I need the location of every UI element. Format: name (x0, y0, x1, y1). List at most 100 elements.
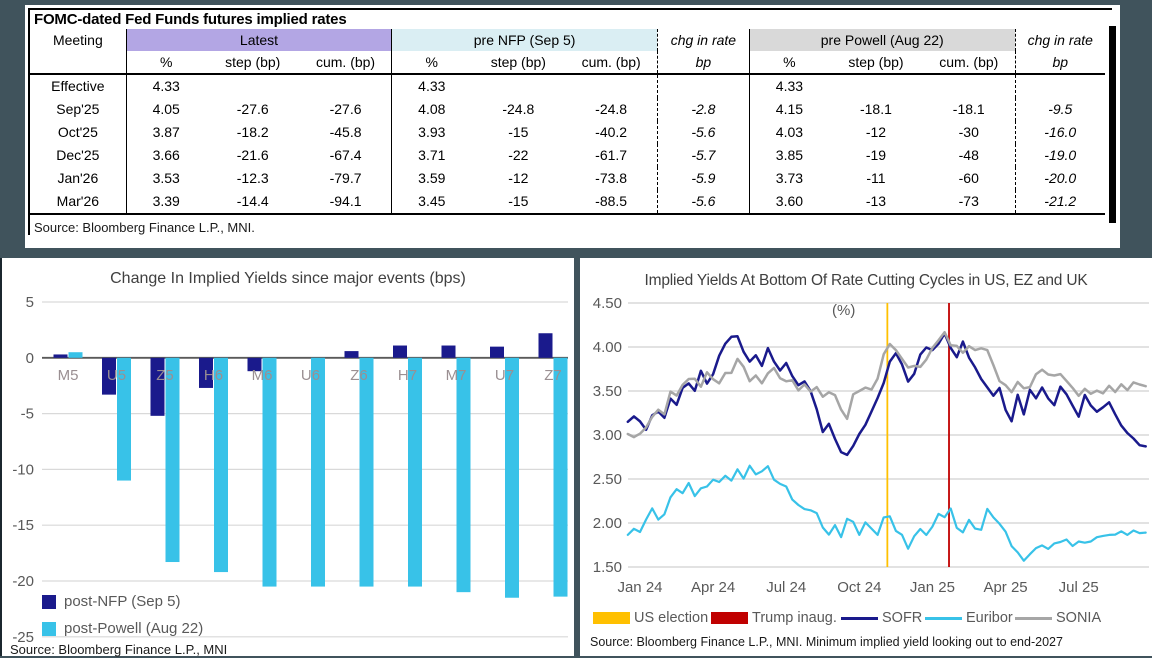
table-cell: -27.6 (236, 101, 269, 117)
bar-post-Powell (Aug 22) (553, 357, 568, 597)
bar-post-NFP (Sep 5) (490, 346, 504, 358)
table-cell: -2.8 (656, 98, 750, 121)
table-cell: 3.93 (391, 121, 472, 144)
latest-cum-header: cum. (bp) (299, 51, 392, 75)
table-cell (471, 74, 565, 98)
x-tick-label: Apr 25 (983, 579, 1027, 596)
table-cell: Effective (51, 78, 105, 94)
x-tick-label: Apr 24 (691, 579, 735, 596)
fomc-table-panel: FOMC-dated Fed Funds futures implied rat… (25, 5, 1120, 248)
legend-item-post-nfp: post-NFP (Sep 5) (42, 588, 203, 615)
table-cell (1014, 74, 1105, 98)
y-tick-label: 2.50 (593, 471, 622, 488)
y-tick-label: 4.00 (593, 339, 622, 356)
trump-inaug-swatch-icon (711, 612, 748, 624)
x-category-label: H6 (204, 367, 223, 384)
y-tick-label: 0 (26, 350, 34, 367)
table-row: Jan'26 3.53 -12.3 -79.7 3.59 -12 -73.8 -5.9 3.73… (30, 167, 1105, 190)
post-nfp-swatch-icon (42, 594, 56, 609)
latest-group-header: Latest (125, 29, 392, 51)
series-SONIA (626, 330, 1147, 439)
bar-post-NFP (Sep 5) (247, 357, 262, 372)
post-powell-swatch-icon (42, 621, 56, 636)
line-chart-title: Implied Yields At Bottom Of Rate Cutting… (644, 272, 1088, 289)
y-tick-label: -10 (12, 461, 34, 478)
x-category-label: Z6 (350, 367, 368, 384)
bar-chart-legend: post-NFP (Sep 5) post-Powell (Aug 22) (42, 588, 203, 642)
us-election-label: US election (634, 610, 709, 626)
x-category-label: Z5 (156, 367, 174, 384)
series-Euribor (626, 464, 1147, 562)
table-cell: Dec'25 (56, 147, 100, 163)
line-chart-panel: 4.50 4.00 3.50 3.00 2.50 2.00 1.50 Jan 24 Apr 24… (580, 258, 1152, 656)
table-cell: -22 (508, 147, 529, 163)
table-cell: -16.0 (1014, 121, 1105, 144)
table-cell: -5.7 (656, 144, 750, 167)
x-category-label: M7 (446, 367, 467, 384)
y-tick-label: 1.50 (593, 559, 622, 576)
x-category-label: M5 (58, 367, 79, 384)
nfp-pct-header: % (391, 51, 472, 75)
table-title: FOMC-dated Fed Funds futures implied rat… (34, 11, 347, 28)
table-cell: -30 (958, 124, 979, 140)
us-election-swatch-icon (593, 612, 630, 624)
sonia-line-swatch-icon (1015, 616, 1052, 620)
fomc-table-box: FOMC-dated Fed Funds futures implied rat… (28, 8, 1112, 235)
table-cell: -24.8 (595, 101, 628, 117)
table-cell: -5.6 (656, 121, 750, 144)
chg-nfp-bp-header: bp (656, 51, 750, 75)
x-tick-label: Jan 24 (617, 579, 662, 596)
bar-post-Powell (Aug 22) (117, 357, 131, 481)
table-cell: -24.8 (502, 101, 535, 117)
line-chart-legend: US election Trump inaug. SOFR Euribor SO… (580, 609, 1152, 629)
bar-post-Powell (Aug 22) (262, 357, 277, 587)
table-cell: 3.66 (125, 144, 206, 167)
bar-post-Powell (Aug 22) (456, 357, 471, 593)
table-cell: -5.9 (656, 167, 750, 190)
y-tick-label: 3.00 (593, 427, 622, 444)
table-cell: 4.03 (748, 121, 829, 144)
table-cell: 3.73 (748, 167, 829, 190)
table-cell: -27.6 (329, 101, 362, 117)
chg-powell-bp-header: bp (1014, 51, 1105, 75)
table-cell: Sep'25 (56, 101, 100, 117)
line-chart: 4.50 4.00 3.50 3.00 2.50 2.00 1.50 Jan 24 Apr 24… (593, 295, 1149, 596)
group-header-row: Meeting Latest pre NFP (Sep 5) chg in ra… (30, 29, 1105, 51)
pre-nfp-group-header: pre NFP (Sep 5) (391, 29, 658, 51)
bar-chart: 5 0 -5 -10 -15 -20 -25 M5 U5 Z5 H6 M6 U6 Z6 H7 M7 U7 Z7 (12, 294, 568, 646)
table-cell: 4.08 (391, 98, 472, 121)
table-cell: 3.53 (125, 167, 206, 190)
y-tick-label: 3.50 (593, 383, 622, 400)
table-cell: 4.33 (391, 74, 472, 98)
pre-powell-group-header: pre Powell (Aug 22) (748, 29, 1016, 51)
sofr-label: SOFR (882, 610, 923, 626)
table-cell (300, 74, 392, 98)
y-tick-label: -5 (21, 406, 34, 423)
table-cell: 4.33 (748, 74, 829, 98)
y-tick-label: 5 (26, 294, 34, 311)
table-cell: Oct'25 (57, 124, 98, 140)
table-cell: 3.59 (391, 167, 472, 190)
table-cell: -11 (866, 170, 886, 186)
table-cell: -18.2 (236, 124, 269, 140)
y-tick-label: -15 (12, 517, 34, 534)
euribor-line-swatch-icon (925, 616, 962, 620)
sofr-line-swatch-icon (841, 616, 878, 620)
table-cell (206, 74, 300, 98)
bar-post-Powell (Aug 22) (505, 357, 519, 598)
table-cell: -73.8 (595, 170, 628, 186)
table-cell: 4.15 (748, 98, 829, 121)
table-row: Oct'25 3.87 -18.2 -45.8 3.93 -15 -40.2 -5.6 4.03… (30, 121, 1105, 144)
table-cell (829, 74, 923, 98)
table-cell (656, 74, 750, 98)
legend-item-sofr: SOFR (841, 609, 922, 627)
table-cell: 3.87 (125, 121, 206, 144)
table-cell: -79.7 (329, 170, 362, 186)
table-source: Source: Bloomberg Finance L.P., MNI. (34, 220, 255, 235)
bar-post-Powell (Aug 22) (214, 357, 228, 573)
bar-post-NFP (Sep 5) (150, 357, 165, 416)
x-category-label: U7 (495, 367, 514, 384)
sub-header-row: % step (bp) cum. (bp) % step (bp) cum. (… (30, 51, 1105, 75)
bar-post-Powell (Aug 22) (68, 352, 83, 358)
table-cell: -13 (828, 190, 923, 215)
